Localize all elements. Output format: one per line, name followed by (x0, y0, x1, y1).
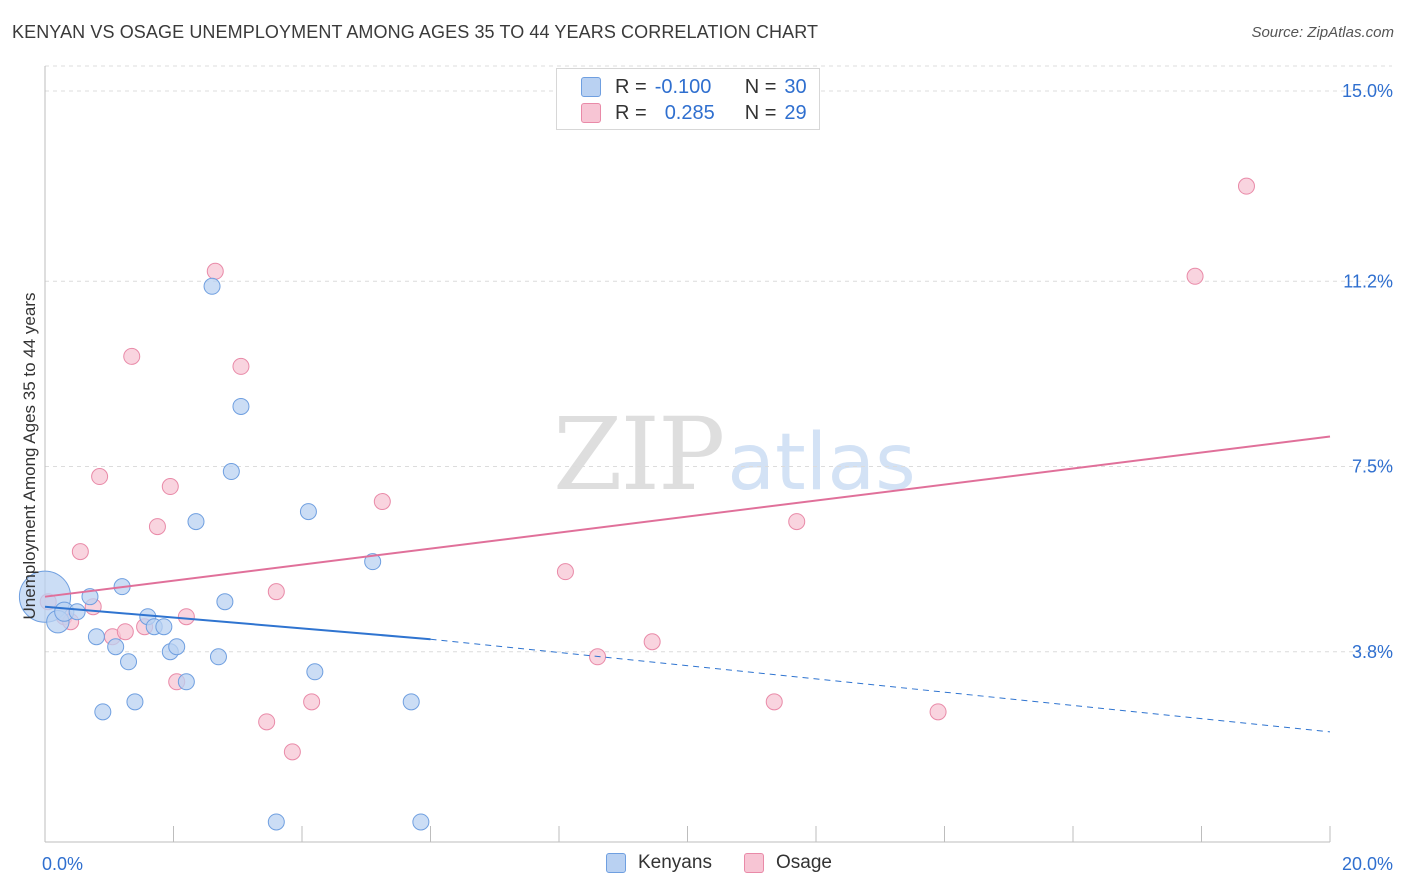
kenyans-point (107, 638, 125, 656)
x-tick-label: 20.0% (1342, 854, 1393, 874)
kenyans-trend-extension (430, 638, 1331, 733)
y-tick-label: 3.8% (1352, 642, 1393, 662)
bottom-legend-osage: Osage (744, 852, 832, 874)
kenyans-point (306, 663, 324, 681)
osage-point (148, 518, 166, 536)
kenyans-point (402, 693, 420, 711)
osage-point (929, 703, 947, 721)
osage-trend-line (44, 435, 1331, 598)
kenyans-point (126, 693, 144, 711)
osage-point (258, 713, 276, 731)
kenyans-trend-line (44, 605, 431, 641)
osage-point (556, 563, 574, 581)
osage-point (1237, 177, 1255, 195)
kenyans-point (68, 603, 86, 621)
osage-point (161, 478, 179, 496)
osage-point (303, 693, 321, 711)
kenyans-point (120, 653, 138, 671)
osage-point (91, 468, 109, 486)
y-tick-label: 7.5% (1352, 457, 1393, 477)
kenyans-point (203, 277, 221, 295)
osage-point (116, 623, 134, 641)
kenyans-point (168, 638, 186, 656)
legend-r-label: R = (615, 75, 647, 98)
osage-point (206, 262, 224, 280)
legend-n-label: N = (744, 101, 777, 124)
legend-r-label: R = (615, 101, 647, 124)
kenyans-point (364, 553, 382, 571)
legend-row-kenyans: R = -0.100 N = 30 (581, 75, 807, 99)
y-tick-label: 15.0% (1342, 81, 1393, 101)
osage-point (788, 513, 806, 531)
osage-point (765, 693, 783, 711)
osage-swatch (581, 103, 601, 123)
legend-n-label: N = (744, 75, 777, 98)
kenyans-swatch (581, 77, 601, 97)
kenyans-point (81, 588, 99, 606)
osage-point (71, 543, 89, 561)
legend-r-value: 0.285 (664, 101, 715, 124)
kenyans-point (299, 503, 317, 521)
kenyans-point (87, 628, 105, 646)
osage-point (643, 633, 661, 651)
legend-n-value: 30 (784, 75, 807, 98)
osage-point (267, 583, 285, 601)
correlation-legend: R = -0.100 N = 30 R = 0.285 N = 29 (556, 68, 820, 130)
legend-row-osage: R = 0.285 N = 29 (581, 101, 807, 125)
y-tick-label: 11.2% (1343, 271, 1393, 291)
osage-point (123, 347, 141, 365)
kenyans-label: Kenyans (638, 852, 712, 873)
x-tick-label: 0.0% (42, 854, 83, 874)
source-label: Source: ZipAtlas.com (1251, 24, 1394, 41)
kenyans-point (209, 648, 227, 666)
osage-point (283, 743, 301, 761)
osage-swatch (744, 853, 764, 873)
kenyans-point (222, 463, 240, 481)
kenyans-point (267, 813, 285, 831)
chart-title: KENYAN VS OSAGE UNEMPLOYMENT AMONG AGES … (12, 22, 819, 42)
legend-r-value: -0.100 (654, 75, 712, 98)
osage-point (1186, 267, 1204, 285)
osage-point (232, 357, 250, 375)
osage-point (373, 493, 391, 511)
watermark-zip: ZIP (553, 396, 725, 513)
kenyans-point (177, 673, 195, 691)
kenyans-point (412, 813, 430, 831)
kenyans-point (187, 513, 205, 531)
kenyans-point (155, 618, 173, 636)
osage-point (177, 608, 195, 626)
osage-label: Osage (776, 852, 832, 873)
kenyans-swatch (606, 853, 626, 873)
legend-n-value: 29 (784, 101, 807, 124)
watermark-atlas: atlas (727, 418, 916, 508)
kenyans-point (94, 703, 112, 721)
kenyans-point (216, 593, 234, 611)
kenyans-point (232, 397, 250, 415)
y-axis-title: Unemployment Among Ages 35 to 44 years (20, 292, 39, 620)
bottom-legend-kenyans: Kenyans (606, 852, 712, 874)
watermark: ZIPatlas (553, 405, 916, 505)
